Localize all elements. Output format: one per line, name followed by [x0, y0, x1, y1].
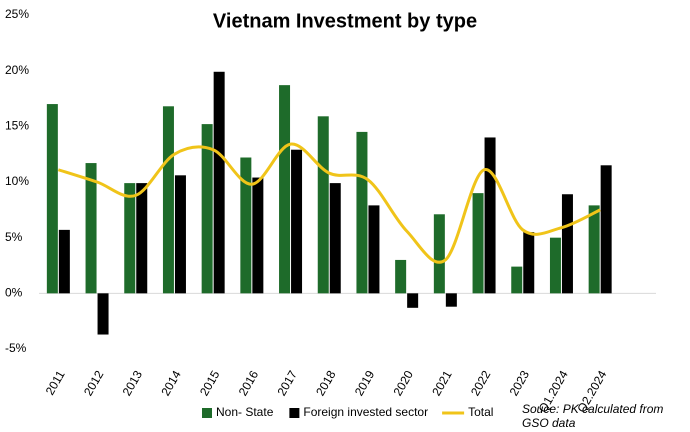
x-tick-label: 2016 — [236, 368, 262, 398]
y-tick-label: 5% — [5, 230, 23, 244]
x-tick-label: 2020 — [391, 368, 417, 398]
y-tick-label: -5% — [5, 341, 27, 355]
bar — [124, 183, 136, 294]
legend-swatch — [289, 408, 300, 418]
bar — [588, 205, 600, 294]
annotation: Souce: PK calculated from GSO data — [522, 402, 664, 430]
legend-label: Foreign invested sector — [303, 405, 428, 419]
y-tick-label: 10% — [5, 174, 29, 188]
bar — [484, 137, 496, 294]
bar — [162, 106, 174, 294]
bar — [395, 259, 407, 294]
legend-label: Non- State — [216, 405, 274, 419]
y-tick-label: 15% — [5, 119, 29, 133]
bar — [252, 177, 264, 294]
bar — [85, 163, 97, 294]
bar — [46, 104, 58, 294]
bar — [523, 232, 535, 294]
annotation-box: Souce: PK calculated from GSO data — [522, 402, 664, 430]
bar — [97, 293, 109, 335]
x-tick-label: 2022 — [468, 368, 494, 398]
bar — [356, 131, 368, 294]
x-tick-label: 2018 — [313, 368, 339, 398]
bar — [58, 229, 70, 294]
bar — [317, 116, 329, 294]
x-tick-label: 2023 — [507, 368, 533, 398]
legend-label: Total — [468, 405, 493, 419]
bar — [291, 149, 303, 294]
line — [57, 142, 601, 264]
bar — [511, 266, 523, 294]
y-tick-label: 0% — [5, 286, 23, 300]
bar — [368, 205, 380, 294]
y-tick-label: 20% — [5, 63, 29, 77]
bar — [549, 237, 561, 294]
bar — [329, 183, 341, 294]
bar — [445, 293, 457, 307]
bar — [600, 165, 612, 294]
bar — [240, 157, 252, 294]
bar — [213, 71, 225, 294]
bar — [561, 194, 573, 294]
x-tick-label: 2014 — [158, 368, 184, 398]
chart-title: Vietnam Investment by type — [213, 10, 477, 32]
x-tick-label: 2013 — [120, 368, 146, 398]
y-tick-label: 25% — [5, 7, 29, 21]
bar — [279, 85, 291, 294]
x-tick-label: 2017 — [274, 368, 300, 398]
x-tick-label: 2015 — [197, 368, 223, 398]
x-tick-label: 2019 — [352, 368, 378, 398]
bar — [433, 214, 445, 294]
x-tick-label: 2012 — [81, 368, 107, 398]
x-tick-label: 2021 — [429, 368, 455, 398]
bar — [472, 193, 484, 294]
legend-swatch — [202, 408, 212, 418]
bar — [201, 124, 213, 294]
x-tick-label: 2011 — [43, 368, 68, 398]
bar — [174, 175, 186, 294]
bar — [136, 183, 148, 294]
bar — [407, 293, 419, 308]
